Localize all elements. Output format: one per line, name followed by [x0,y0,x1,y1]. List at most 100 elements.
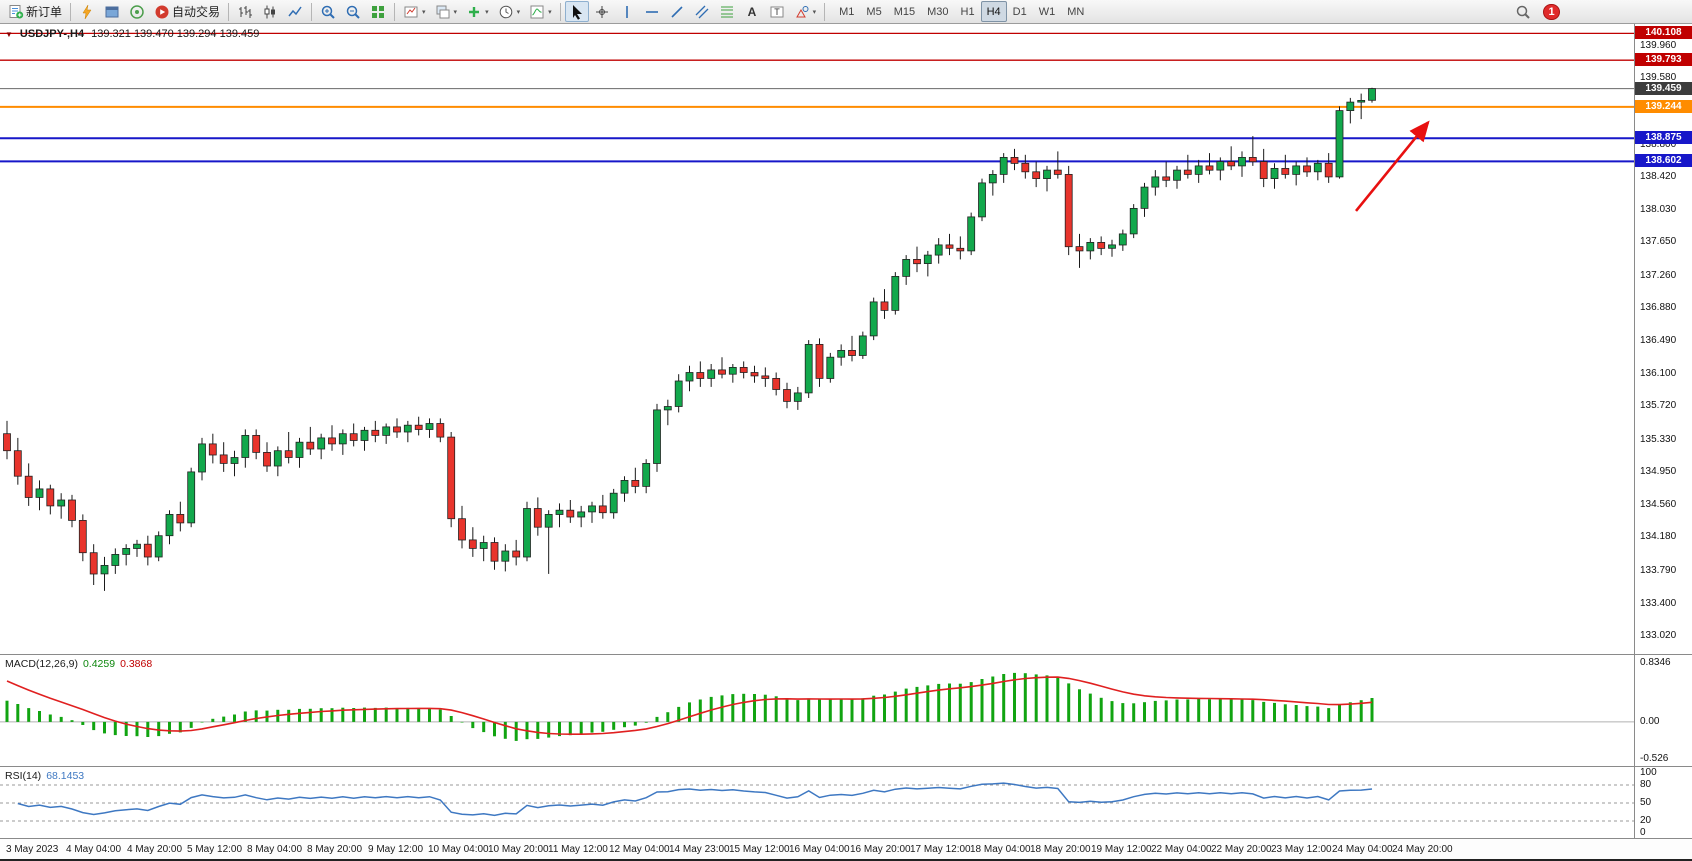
search-icon [1516,5,1530,19]
candle-body [165,513,174,537]
candle-body [728,366,737,375]
timeframe-switcher: M1 M5 M15 M30 H1 H4 D1 W1 MN [833,1,1090,22]
candle-body [1129,207,1138,235]
macd-panel[interactable]: MACD(12,26,9) 0.4259 0.3868 0.8346 0.00 -0… [0,654,1692,766]
community-button[interactable] [125,1,149,22]
candle-body [1097,241,1106,249]
macd-canvas [0,672,1634,741]
timeframe-d1-button[interactable]: D1 [1007,1,1033,22]
candle-body [360,429,369,441]
crosshair-button[interactable] [590,1,614,22]
time-label: 12 May 04:00 [609,844,670,855]
candlestick-chart-button[interactable] [258,1,282,22]
time-label: 5 May 12:00 [187,844,243,855]
candle-body [588,505,596,513]
macd-axis-tick: 0.8346 [1640,657,1671,668]
profiles-list-button[interactable]: ▾ [431,1,462,22]
candle-body [1140,186,1149,209]
periods-button[interactable]: ▾ [494,1,525,22]
price-chart-panel[interactable]: ▼ USDJPY-,H4 139.321 139.470 139.294 139… [0,24,1692,654]
autotrading-button[interactable]: 自动交易 [150,1,224,22]
candle-body [176,513,185,524]
candle-body [252,434,261,453]
tile-windows-button[interactable] [366,1,390,22]
candle-body [468,539,477,549]
fibonacci-button[interactable] [715,1,739,22]
horizontal-line-button[interactable] [640,1,664,22]
candle-body [458,518,466,541]
candle-body [263,451,271,467]
time-label: 22 May 04:00 [1151,844,1212,855]
templates-button[interactable]: ▾ [525,1,556,22]
candle-body [13,450,22,477]
rsi-panel[interactable]: RSI(14) 68.1453 100 80 50 20 0 [0,766,1692,838]
candle-body [1259,161,1268,180]
time-label: 17 May 12:00 [910,844,971,855]
time-label: 10 May 20:00 [488,844,549,855]
timeframe-h1-button[interactable]: H1 [955,1,981,22]
timeframe-mn-button[interactable]: MN [1061,1,1090,22]
line-chart-button[interactable] [283,1,307,22]
candle-body [609,492,618,514]
new-order-button[interactable]: 新订单 [4,1,66,22]
timeframe-m15-button[interactable]: M15 [888,1,921,22]
candle-body [804,343,813,394]
timeframe-m5-button[interactable]: M5 [860,1,887,22]
channel-button[interactable] [690,1,714,22]
text-button[interactable]: A [740,1,764,22]
trend-arrow-annotation[interactable] [1354,120,1430,212]
fibo-icon [720,6,733,17]
candle-body [999,156,1008,175]
trendline-button[interactable] [665,1,689,22]
time-label: 16 May 20:00 [850,844,911,855]
add-indicator-button[interactable]: ▾ [462,1,493,22]
timeframe-m30-button[interactable]: M30 [921,1,954,22]
candlestick-series [3,87,1376,591]
rsi-axis: 100 80 50 20 0 [1634,767,1692,838]
toolbar-divider [311,2,313,21]
zoom-out-button[interactable] [341,1,365,22]
candle-body [653,409,661,464]
candle-body [1238,156,1246,167]
candle-body [674,380,683,407]
profile-icon [105,6,119,17]
textlabel-icon: T [770,6,784,17]
cursor-button[interactable] [564,1,589,22]
timeframe-w1-button[interactable]: W1 [1033,1,1062,22]
dropdown-caret-icon: ▾ [812,8,817,16]
candle-body [945,244,954,249]
candle-body [1303,165,1311,173]
candle-body [122,548,131,555]
rsi-axis-tick: 0 [1640,827,1646,838]
shapes-button[interactable]: ▾ [790,1,821,22]
candle-body [317,437,326,450]
rsi-label: RSI(14) 68.1453 [5,770,84,782]
time-axis[interactable]: 3 May 2023 4 May 04:00 4 May 20:00 5 May 12… [0,838,1692,859]
dropdown-caret-icon: ▾ [485,8,489,16]
vertical-line-button[interactable] [615,1,639,22]
timeframe-h4-button[interactable]: H4 [980,1,1007,22]
bar-chart-button[interactable] [233,1,257,22]
market-button[interactable] [75,1,99,22]
time-label: 19 May 12:00 [1091,844,1152,855]
profiles-button[interactable] [100,1,124,22]
rsi-value: 68.1453 [46,770,85,782]
new-order-button-label: 新订单 [26,5,63,19]
candle-body [869,301,878,337]
new-chart-button[interactable]: ▾ [399,1,430,22]
candle-body [902,258,911,277]
candle-body [46,488,55,507]
search-button[interactable] [1511,1,1535,22]
trendline-icon [671,5,683,18]
price-chart-canvas[interactable] [0,24,1634,654]
candle-body [1108,244,1116,249]
zoom-in-button[interactable] [316,1,340,22]
toolbar-divider [559,2,561,21]
text-label-button[interactable]: T [765,1,789,22]
timeframe-m1-button[interactable]: M1 [833,1,860,22]
time-label: 18 May 20:00 [1030,844,1091,855]
autotrade-icon [155,5,169,18]
resistance-line-upper-badge: 140.108 [1635,26,1692,40]
notification-badge[interactable]: 1 [1543,3,1560,20]
dropdown-caret-icon: ▾ [422,8,426,16]
